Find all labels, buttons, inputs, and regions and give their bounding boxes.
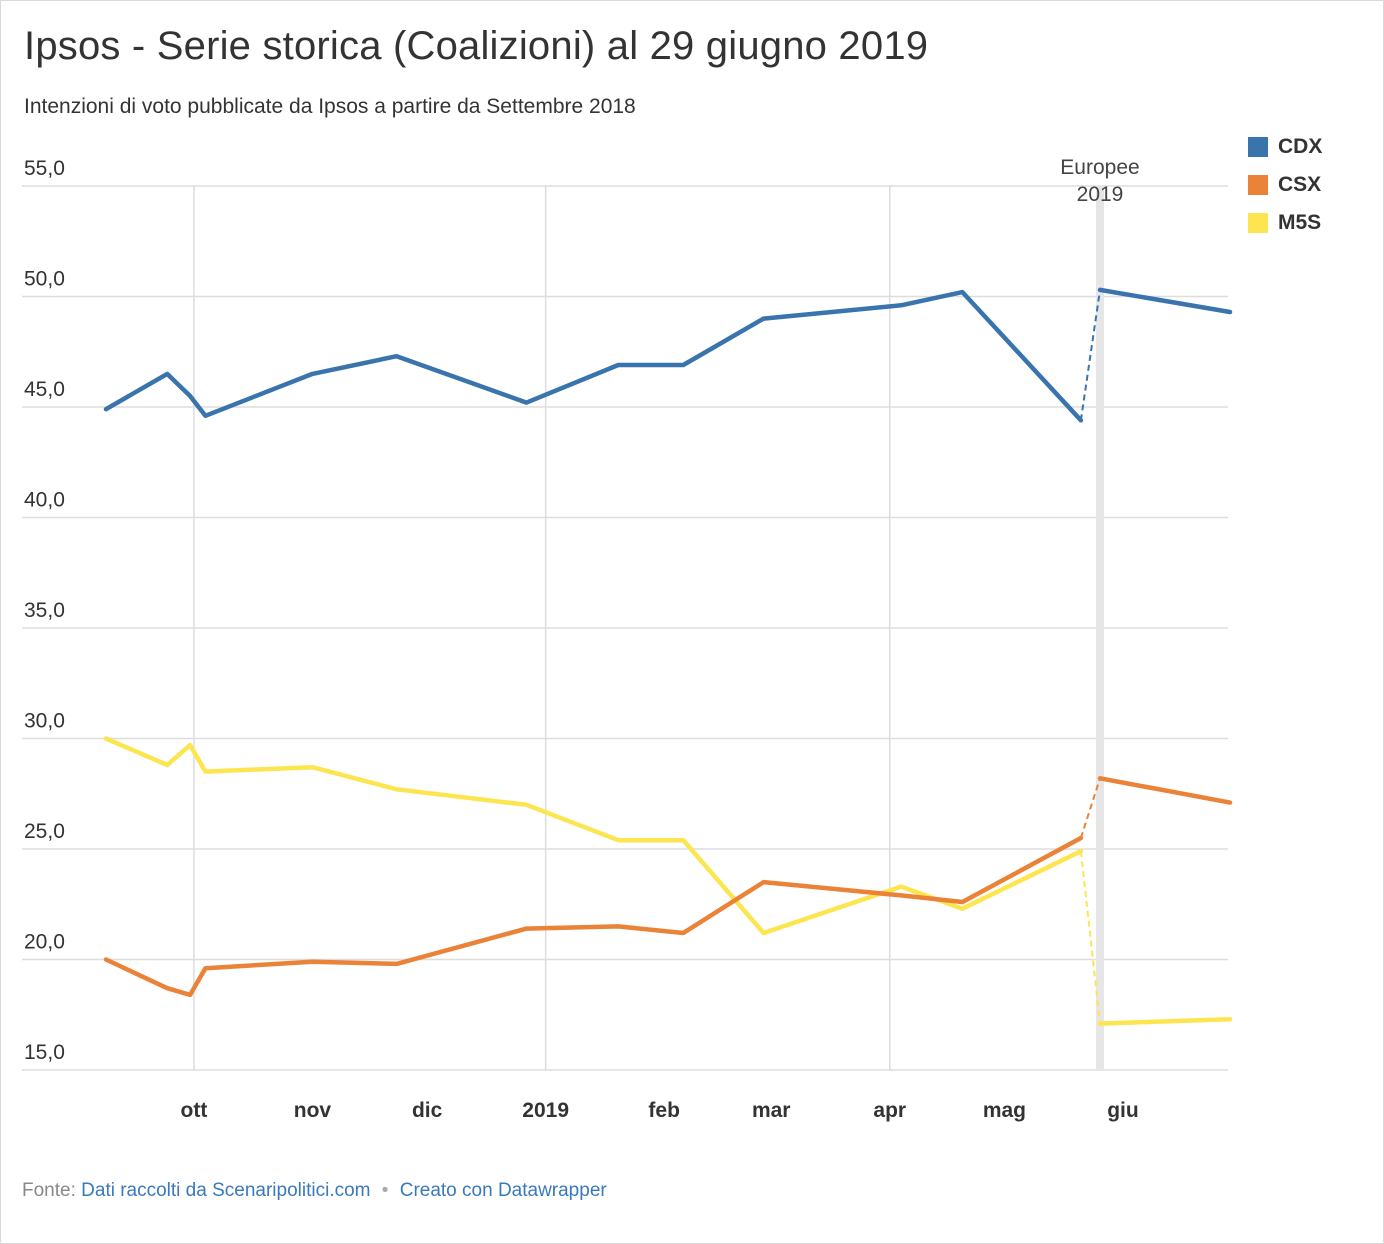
x-tick-label: giu — [1107, 1099, 1139, 1122]
y-tick-label: 30,0 — [24, 710, 65, 733]
legend: CDX CSX M5S — [1248, 128, 1322, 242]
legend-label-m5s: M5S — [1278, 211, 1322, 234]
series-csx-dashed-segment — [1079, 777, 1101, 839]
y-tick-label: 50,0 — [24, 268, 65, 291]
legend-swatch-m5s — [1248, 213, 1268, 233]
series-cdx-dashed-segment — [1079, 289, 1102, 421]
legend-item-m5s: M5S — [1248, 204, 1322, 242]
series-m5s-line — [103, 736, 1084, 936]
y-axis-labels: 55,0 50,0 45,0 40,0 35,0 30,0 25,0 20,0 15,0 — [24, 157, 65, 1064]
y-tick-label: 15,0 — [24, 1041, 65, 1064]
x-tick-label: ott — [181, 1099, 208, 1122]
vertical-gridlines — [193, 186, 891, 1070]
x-tick-label: mar — [752, 1099, 791, 1122]
series-m5s-line — [1097, 1016, 1233, 1026]
datawrapper-link[interactable]: Creato con Datawrapper — [399, 1180, 607, 1201]
series-m5s-dashed-segment — [1079, 851, 1102, 1024]
europee-label-line1: Europee — [1060, 156, 1139, 179]
series-csx-line — [103, 835, 1084, 998]
series-cdx — [103, 287, 1233, 423]
europee-annotation: Europee 2019 — [1060, 156, 1140, 1070]
x-tick-label: dic — [412, 1099, 443, 1122]
series-m5s — [103, 736, 1233, 1026]
data-series — [103, 287, 1233, 1026]
x-tick-label: 2019 — [522, 1099, 569, 1122]
legend-item-csx: CSX — [1248, 166, 1322, 204]
chart-title: Ipsos - Serie storica (Coalizioni) al 29… — [24, 24, 929, 68]
y-tick-label: 20,0 — [24, 931, 65, 954]
europee-marker-band — [1096, 186, 1105, 1070]
legend-label-csx: CSX — [1278, 173, 1322, 196]
y-tick-label: 35,0 — [24, 599, 65, 622]
legend-swatch-csx — [1248, 175, 1268, 195]
y-tick-label: 40,0 — [24, 489, 65, 512]
footer: Fonte: Dati raccolti da Scenaripolitici.… — [22, 1180, 607, 1202]
footer-source-prefix: Fonte: — [22, 1180, 76, 1201]
y-tick-label: 25,0 — [24, 820, 65, 843]
europee-label-line2: 2019 — [1077, 183, 1124, 206]
x-tick-label: apr — [873, 1099, 906, 1122]
horizontal-gridlines — [22, 185, 1228, 1071]
series-cdx-line — [1097, 287, 1233, 315]
source-link[interactable]: Dati raccolti da Scenaripolitici.com — [81, 1180, 371, 1201]
legend-item-cdx: CDX — [1248, 128, 1322, 166]
chart-subtitle: Intenzioni di voto pubblicate da Ipsos a… — [24, 95, 636, 118]
footer-separator: • — [381, 1180, 389, 1201]
legend-swatch-cdx — [1248, 137, 1268, 157]
legend-label-cdx: CDX — [1278, 135, 1323, 158]
series-cdx-line — [103, 289, 1084, 423]
x-axis-labels: ott nov dic 2019 feb mar apr mag giu — [181, 1099, 1139, 1122]
x-tick-label: nov — [294, 1099, 332, 1122]
x-tick-label: feb — [648, 1099, 680, 1122]
y-tick-label: 55,0 — [24, 157, 65, 180]
x-tick-label: mag — [983, 1099, 1026, 1122]
series-csx-line — [1097, 776, 1233, 805]
y-tick-label: 45,0 — [24, 378, 65, 401]
series-csx — [103, 776, 1233, 998]
